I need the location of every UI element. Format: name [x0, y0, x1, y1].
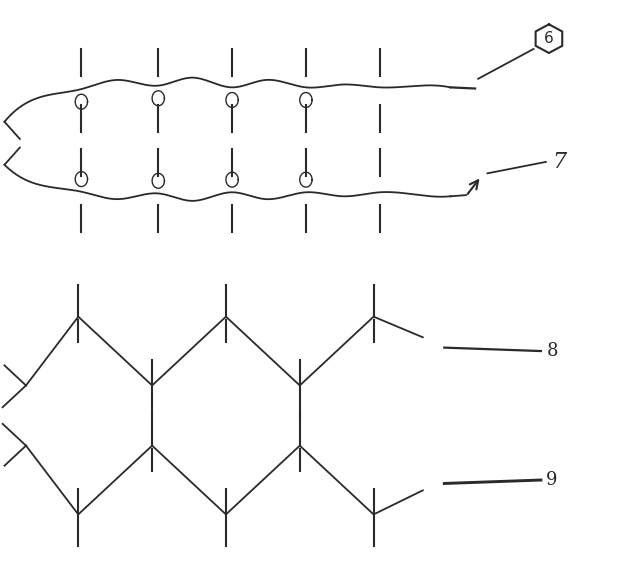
- Text: 7: 7: [552, 151, 566, 173]
- Text: 6: 6: [544, 31, 554, 46]
- Text: 9: 9: [546, 471, 558, 489]
- Text: 8: 8: [546, 342, 558, 360]
